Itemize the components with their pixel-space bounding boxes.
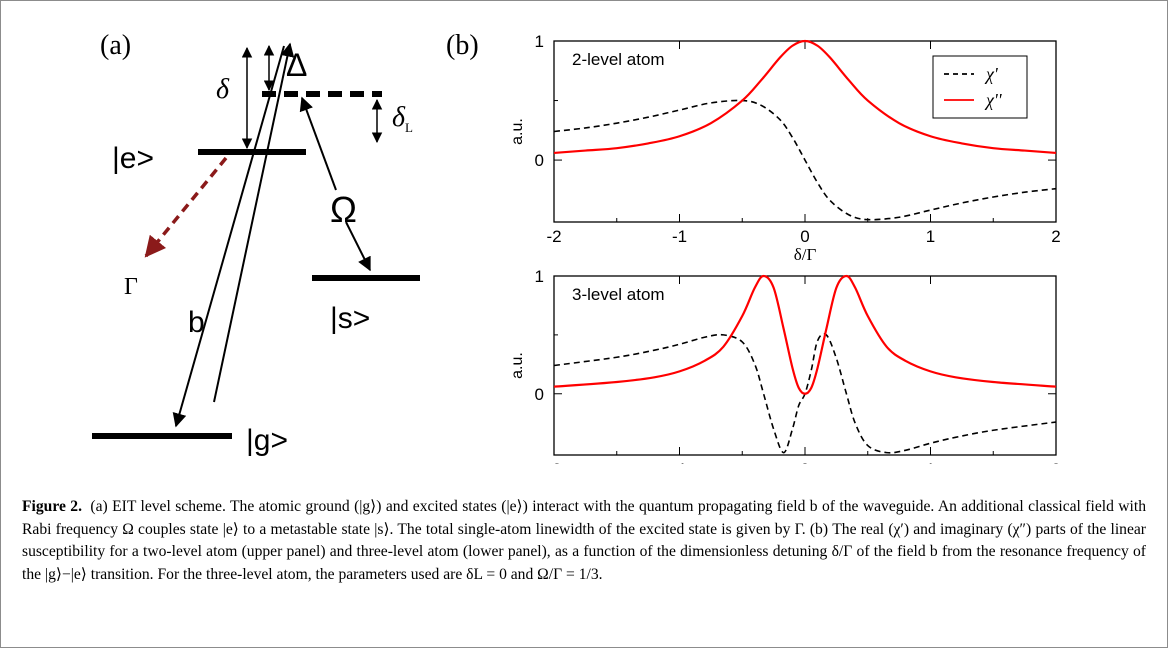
upper-annotation: 2-level atom xyxy=(572,50,665,69)
lower-xtick-label: 1 xyxy=(926,460,935,464)
ground-state-label: |g> xyxy=(246,424,288,457)
upper-series-real-line xyxy=(553,99,1057,221)
level-scheme-diagram: (a) |e> |s> |g> δ Δ δL b Ω Γ xyxy=(92,30,420,457)
delta-L-symbol: δL xyxy=(392,102,413,135)
upper-xtick-label: 1 xyxy=(926,227,935,246)
lower-series-imag-line xyxy=(553,274,1057,395)
metastable-state-label: |s> xyxy=(330,302,370,335)
legend-imag-label: χ'' xyxy=(984,90,1003,110)
Gamma-symbol: Γ xyxy=(124,274,138,300)
upper-xtick-label: 2 xyxy=(1051,227,1060,246)
probe-field-label: b xyxy=(188,306,205,339)
legend: χ' χ'' xyxy=(932,55,1028,119)
upper-xtick-label: -2 xyxy=(546,227,561,246)
susceptibility-plots: (b) -2 -1 0 1 2 0 1 δ/Γ a.u. 2-level atom -2 -1 0 1 2… xyxy=(446,30,1061,464)
lower-ytick-label: 0 xyxy=(535,385,544,404)
upper-ylabel: a.u. xyxy=(509,118,526,145)
lower-xtick-label: -2 xyxy=(546,460,561,464)
upper-ytick-label: 1 xyxy=(535,32,544,51)
decay-arrow xyxy=(144,156,228,258)
legend-real-label: χ' xyxy=(984,64,999,84)
panel-a-label: (a) xyxy=(100,30,131,61)
legend-box xyxy=(932,55,1028,119)
control-arrow-down xyxy=(345,221,371,272)
delta-L-subscript: L xyxy=(405,120,413,135)
Omega-symbol: Ω xyxy=(330,189,357,230)
upper-xtick-label: 0 xyxy=(800,227,809,246)
caption-label: Figure 2. xyxy=(22,498,82,515)
control-arrow-up xyxy=(299,96,337,191)
upper-xlabel: δ/Γ xyxy=(794,245,817,264)
lower-xtick-label: 0 xyxy=(800,460,809,464)
caption-text: (a) EIT level scheme. The atomic ground … xyxy=(22,498,1147,583)
panel-b-label: (b) xyxy=(446,30,479,61)
upper-series-imag-line xyxy=(553,39,1057,155)
delta-symbol: δ xyxy=(216,74,230,105)
upper-panel-plot: -2 -1 0 1 2 0 1 δ/Γ a.u. 2-level atom xyxy=(509,32,1061,264)
lower-xtick-label: -1 xyxy=(672,460,687,464)
upper-ytick-label: 0 xyxy=(535,151,544,170)
lower-xtick-label: 2 xyxy=(1051,460,1060,464)
lower-ytick-label: 1 xyxy=(535,267,544,286)
lower-ylabel: a.u. xyxy=(509,352,526,379)
excited-state-label: |e> xyxy=(112,142,154,175)
probe-arrow-up xyxy=(213,42,295,403)
upper-xtick-label: -1 xyxy=(672,227,687,246)
lower-annotation: 3-level atom xyxy=(572,285,665,304)
figure-caption: Figure 2. (a) EIT level scheme. The atom… xyxy=(22,496,1146,586)
probe-arrow-down xyxy=(172,45,285,428)
